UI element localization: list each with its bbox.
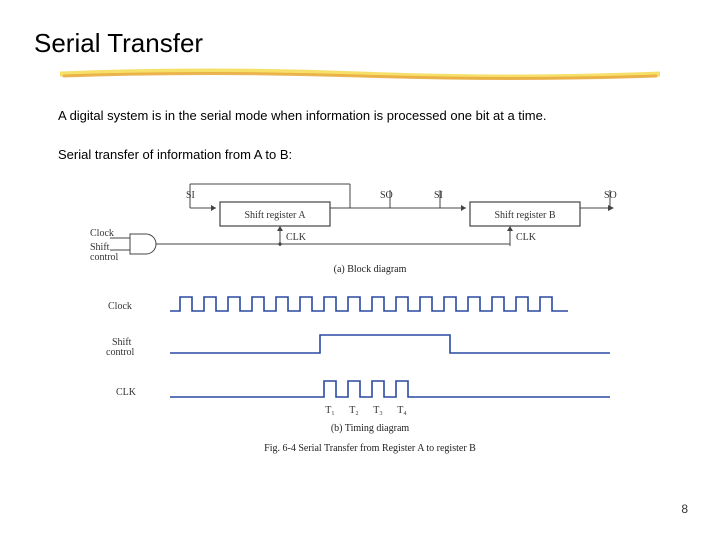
si-b-label: SI xyxy=(434,190,443,201)
clk-a-label: CLK xyxy=(286,232,307,243)
control-label: control xyxy=(90,252,119,263)
so-a-label: SO xyxy=(380,190,393,201)
paragraph-1: A digital system is in the serial mode w… xyxy=(58,108,690,125)
slide-title: Serial Transfer xyxy=(34,28,690,59)
t3-label: T₃ xyxy=(373,405,383,416)
timing-clock-label: Clock xyxy=(108,301,132,312)
t2-label: T₂ xyxy=(349,405,359,416)
t1-label: T₁ xyxy=(325,405,335,416)
timing-diagram: Clock Shift control CLK T₁ T₂ T₃ xyxy=(106,297,610,454)
clock-label: Clock xyxy=(90,228,114,239)
so-b-label: SO xyxy=(604,190,617,201)
block-diagram: Shift register A Shift register B SI SO xyxy=(90,184,617,275)
figure-caption: Fig. 6-4 Serial Transfer from Register A… xyxy=(264,443,476,454)
si-a-label: SI xyxy=(186,190,195,201)
register-a-label: Shift register A xyxy=(244,210,306,221)
clk-b-label: CLK xyxy=(516,232,537,243)
timing-caption: (b) Timing diagram xyxy=(331,423,410,434)
title-underline xyxy=(60,67,660,81)
t4-label: T₄ xyxy=(397,405,407,416)
diagram-area: Shift register A Shift register B SI SO xyxy=(90,176,650,476)
register-b-label: Shift register B xyxy=(494,210,555,221)
paragraph-2: Serial transfer of information from A to… xyxy=(58,147,690,162)
timing-shift-label2: control xyxy=(106,347,135,358)
timing-clk-label: CLK xyxy=(116,387,137,398)
block-caption: (a) Block diagram xyxy=(334,264,407,275)
page-number: 8 xyxy=(681,502,688,516)
